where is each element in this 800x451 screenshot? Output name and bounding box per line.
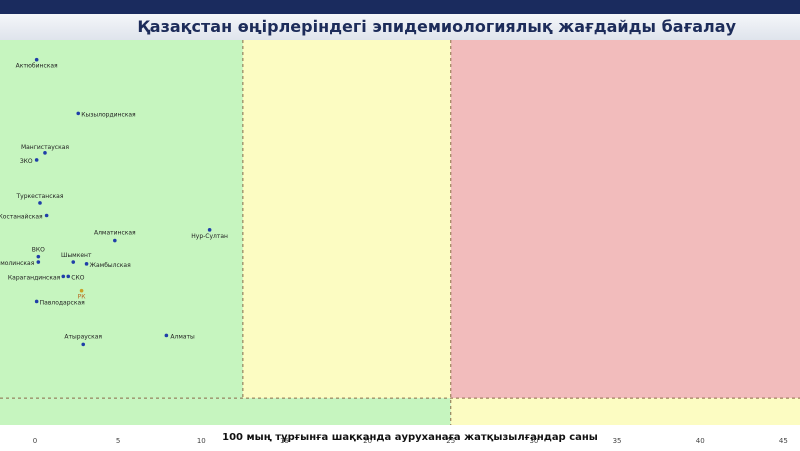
data-point [113,238,117,243]
data-point [34,158,39,162]
data-label: Жамбылская [90,262,132,269]
data-label: РК [78,294,87,301]
data-label: Алматы [170,333,195,340]
x-tick-label: 35 [613,437,622,445]
data-label: Атырауская [64,333,102,340]
data-point [207,228,212,232]
data-label: Павлодарская [40,299,85,306]
top-banner [0,0,800,14]
data-label: Костанайская [0,213,43,220]
zone-green-0 [0,40,243,399]
data-labels: Актюбинская Кызылординская Мангистауская ЗК… [0,63,228,341]
data-point [61,274,66,279]
data-label: Мангистауская [21,144,69,151]
data-label: Шымкент [61,252,92,259]
zone-dividers [0,40,800,425]
data-label: СКО [71,274,84,281]
zone-yellow-4 [450,398,800,425]
data-label: ЗКО [20,158,33,165]
page-title: Қазақстан өңірлеріндегі эпидемиологиялық… [137,17,736,36]
x-tick-label: 25 [446,437,455,445]
data-label: Карагандинская [8,274,61,281]
zone-red-2 [450,40,800,399]
data-point [66,274,71,279]
data-points [34,57,212,347]
zone-green-3 [0,398,451,425]
x-tick-label: 30 [529,437,538,445]
data-label: Нур-Султан [191,233,228,240]
data-point [34,57,39,62]
data-point [81,342,86,347]
data-point [36,254,41,259]
data-label: Акмолинская [0,260,35,267]
data-label: ВКО [32,247,45,254]
x-tick-label: 5 [116,437,120,445]
data-point [34,299,39,304]
data-point [44,213,49,218]
data-label: Кызылординская [81,111,136,118]
data-point [84,262,89,266]
x-tick-label: 0 [33,437,37,445]
x-axis-label: 100 мың тұрғынға шақканда ауруханаға жат… [222,432,598,443]
risk-zones [0,40,800,425]
x-tick-label: 40 [696,437,705,445]
data-label: Актюбинская [16,63,58,70]
data-label: Туркестанская [16,193,64,200]
data-point [164,333,169,338]
data-point [43,151,47,155]
data-point [76,111,81,116]
data-point [79,288,84,293]
x-tick-label: 45 [779,437,788,445]
x-tick-label: 20 [363,437,372,445]
data-point [71,260,76,264]
data-point [38,201,42,205]
x-axis-ticks: 0 5 10 15 20 25 30 35 40 45 [33,437,788,445]
data-point [36,260,41,264]
x-tick-label: 10 [197,437,206,445]
zone-yellow-1 [242,40,451,399]
data-label: Алматинская [94,230,136,237]
x-tick-label: 15 [280,437,289,445]
